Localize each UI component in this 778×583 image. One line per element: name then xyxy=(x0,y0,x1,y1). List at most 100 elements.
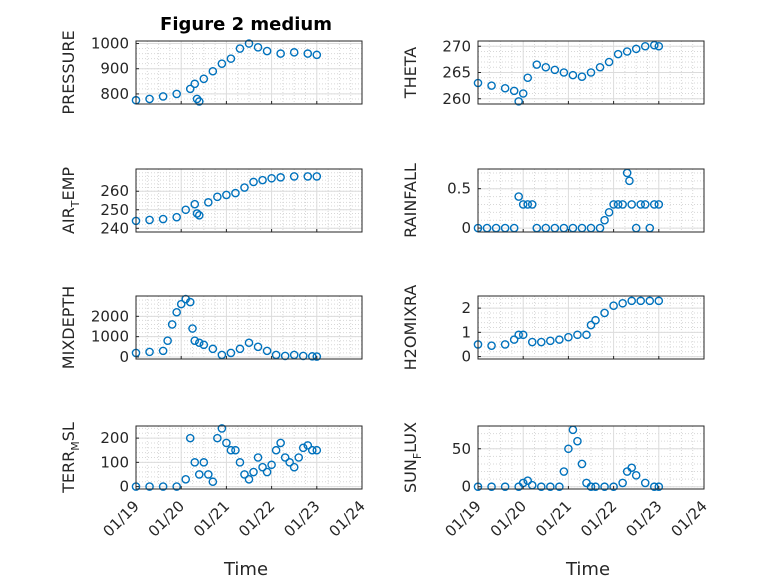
data-point xyxy=(636,296,646,306)
data-point xyxy=(235,44,245,53)
data-point xyxy=(640,200,650,209)
data-point xyxy=(235,344,245,354)
data-point xyxy=(194,211,204,220)
data-point xyxy=(267,460,276,470)
axes-box xyxy=(135,295,363,360)
y-tick-label: 0.5 xyxy=(447,180,471,198)
data-point xyxy=(573,330,582,340)
axes-box xyxy=(135,168,363,233)
y-axis-label: MIXDEPTH xyxy=(59,286,78,369)
y-tick-label: 0 xyxy=(461,219,471,237)
data-point xyxy=(249,177,258,187)
data-point xyxy=(226,348,236,358)
data-point xyxy=(276,49,285,58)
data-point xyxy=(199,74,209,84)
data-point xyxy=(185,433,195,443)
data-point xyxy=(194,470,204,479)
data-point xyxy=(158,92,168,101)
data-point xyxy=(487,81,496,90)
y-tick-label: 1000 xyxy=(91,35,129,53)
y-tick-label: 200 xyxy=(100,429,129,447)
data-point xyxy=(163,336,172,346)
y-axis-label: RAINFALL xyxy=(401,163,420,238)
data-point xyxy=(190,458,200,467)
y-tick-label: 250 xyxy=(100,201,129,219)
data-point xyxy=(285,458,294,467)
data-point xyxy=(532,60,542,69)
data-point xyxy=(262,46,272,56)
data-point xyxy=(188,324,197,333)
data-point xyxy=(208,477,218,487)
data-point xyxy=(244,475,254,484)
data-point xyxy=(298,351,308,361)
data-point xyxy=(591,315,600,325)
data-point xyxy=(595,62,605,72)
data-point xyxy=(199,458,209,467)
data-point xyxy=(181,475,191,484)
x-axis-label-right: Time xyxy=(565,559,610,580)
data-point xyxy=(487,341,496,350)
data-point xyxy=(158,214,168,224)
data-point xyxy=(244,338,254,348)
data-point xyxy=(204,470,213,479)
x-tick-label: 01/23 xyxy=(280,497,323,540)
data-point xyxy=(185,84,195,94)
x-tick-label: 01/24 xyxy=(668,497,711,540)
data-point xyxy=(654,41,664,51)
y-tick-label: 0 xyxy=(461,348,471,366)
y-tick-label: 2 xyxy=(461,299,471,317)
data-point xyxy=(600,215,609,225)
data-point xyxy=(536,337,546,347)
data-point xyxy=(559,68,569,77)
data-point xyxy=(145,94,154,104)
data-point xyxy=(555,482,564,492)
data-point xyxy=(618,478,627,488)
data-point xyxy=(627,200,636,209)
y-tick-label: 260 xyxy=(442,90,471,108)
plot-area xyxy=(136,169,362,232)
data-point xyxy=(294,453,304,462)
data-point xyxy=(514,97,523,106)
data-point xyxy=(509,86,519,96)
data-point xyxy=(289,172,299,181)
plot-area xyxy=(478,169,704,232)
data-point xyxy=(276,438,285,448)
x-tick-label: 01/24 xyxy=(326,497,369,540)
data-point xyxy=(555,335,564,344)
data-point xyxy=(568,70,578,80)
data-point xyxy=(577,459,587,469)
data-point xyxy=(640,41,650,51)
data-point xyxy=(231,445,240,455)
data-point xyxy=(172,482,181,491)
y-tick-label: 2000 xyxy=(91,307,129,325)
y-tick-label: 0 xyxy=(119,478,129,496)
data-point xyxy=(231,188,240,198)
data-point xyxy=(217,424,227,433)
data-point xyxy=(618,298,627,308)
data-point xyxy=(527,200,537,209)
plot-area xyxy=(478,426,704,489)
x-tick-label: 01/19 xyxy=(100,497,143,540)
data-point xyxy=(307,445,317,455)
data-point xyxy=(527,337,537,347)
axes-box xyxy=(477,425,705,490)
y-tick-label: 260 xyxy=(100,182,129,200)
data-point xyxy=(208,344,218,354)
data-point xyxy=(518,200,528,209)
data-point xyxy=(654,482,664,492)
plot-area xyxy=(136,426,362,489)
data-point xyxy=(226,54,236,63)
data-point xyxy=(518,89,528,98)
y-axis-label: H2OMIXRA xyxy=(401,285,420,371)
y-axis-label: SUNFLUX xyxy=(401,422,424,493)
data-point xyxy=(298,443,308,453)
data-point xyxy=(262,346,272,356)
data-point xyxy=(267,173,276,183)
data-point xyxy=(645,296,655,306)
y-tick-label: 240 xyxy=(100,219,129,237)
data-point xyxy=(217,59,227,68)
data-point xyxy=(145,482,154,491)
data-point xyxy=(249,467,258,477)
data-point xyxy=(627,463,636,473)
data-point xyxy=(289,48,299,57)
